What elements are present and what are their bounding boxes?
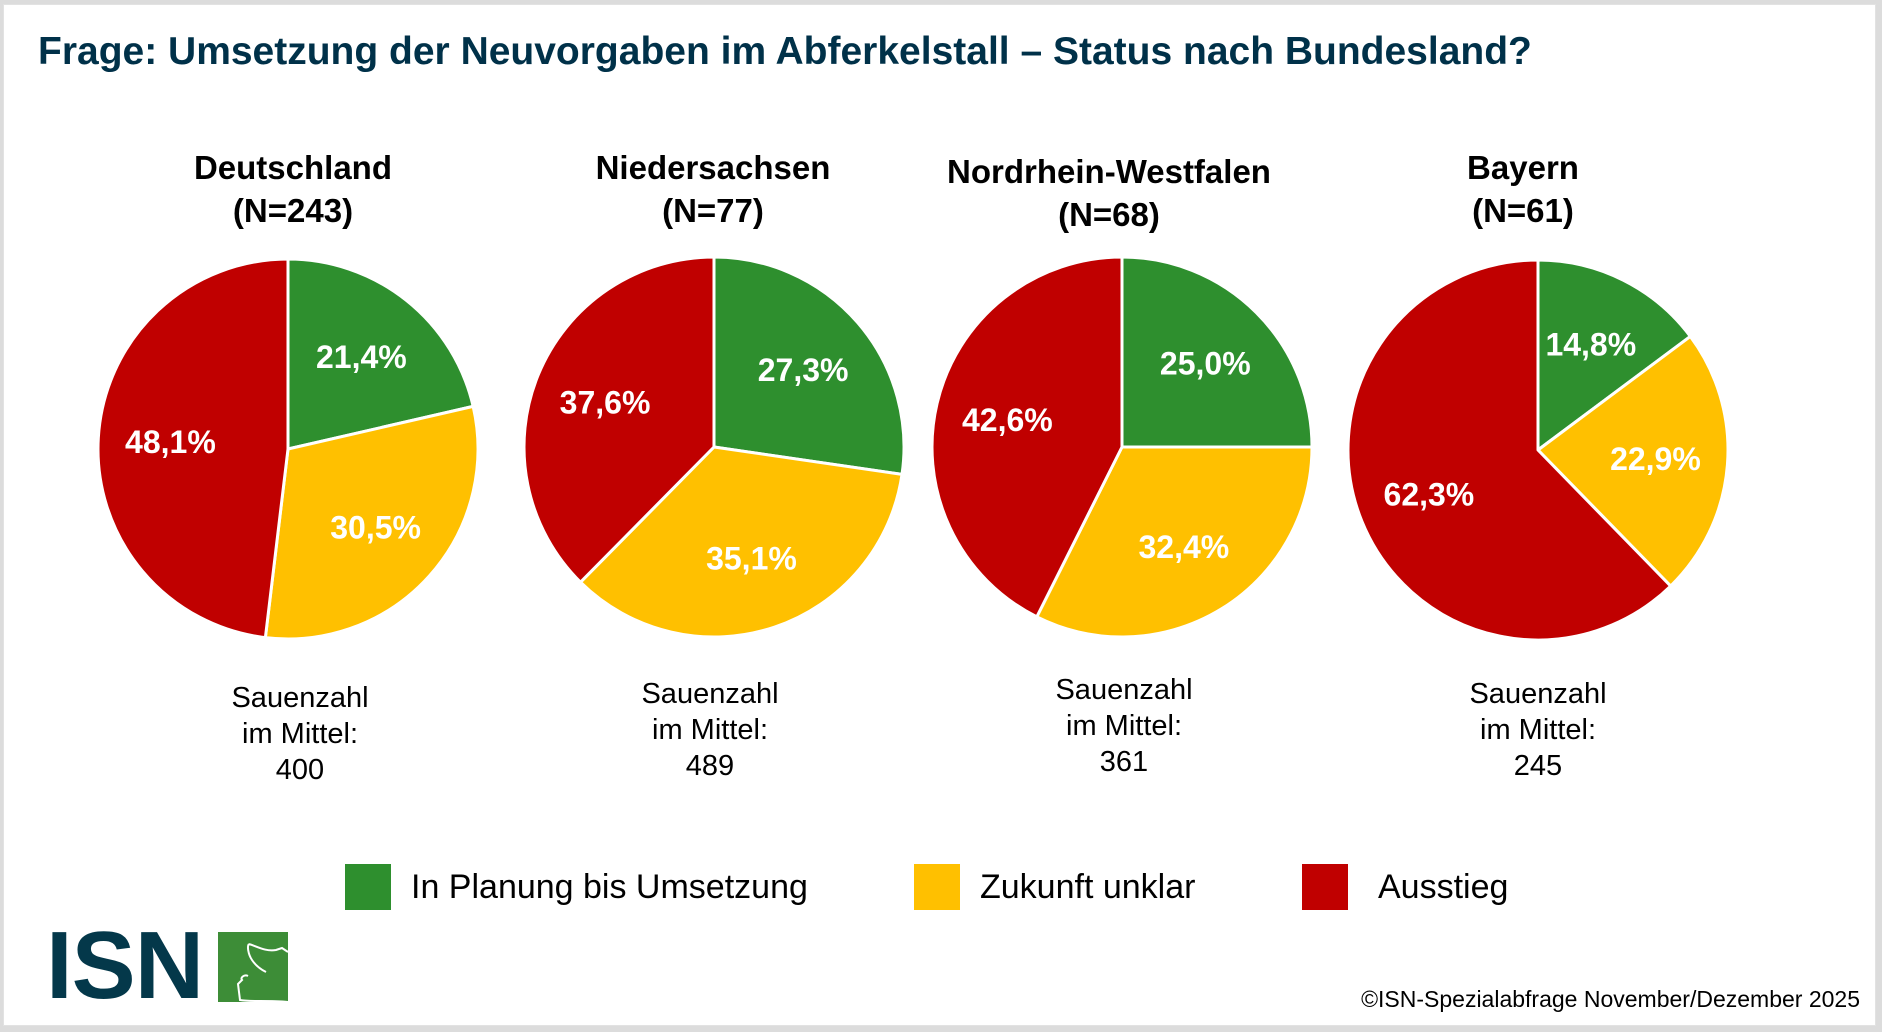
pie-title-deutschland: Deutschland (N=243) [83,146,503,232]
slice-label: 42,6% [962,402,1053,438]
sub-value: 400 [275,754,325,786]
pie-title-niedersachsen: Niedersachsen (N=77) [503,146,923,232]
slice-unklar [263,404,480,641]
sub-value: 361 [1099,746,1149,778]
slice-unklar [1035,445,1314,639]
pie-n: (N=61) [1472,192,1574,229]
legend-label: Zukunft unklar [980,867,1196,906]
slice-label: 37,6% [560,384,651,420]
sub-line2: im Mittel: [1480,714,1596,746]
slice-ausstieg [930,255,1124,619]
pie-sub-bayern: Sauenzahl im Mittel: 245 [1388,676,1688,784]
pie-sub-niedersachsen: Sauenzahl im Mittel: 489 [560,676,860,784]
sub-line2: im Mittel: [242,718,358,750]
pie-n: (N=77) [662,192,764,229]
pie-bayern: 14,8% 22,9% 62,3% [1346,258,1730,642]
isn-logo-pig-icon [218,932,289,1003]
slice-planung [286,257,475,451]
slice-label: 35,1% [706,541,797,577]
sub-line1: Sauenzahl [1055,674,1193,706]
legend-swatch-green [345,864,391,910]
pie-name: Bayern [1467,149,1579,186]
pie-n: (N=68) [1058,196,1160,233]
slice-label: 32,4% [1138,529,1229,565]
sub-line2: im Mittel: [652,714,768,746]
chart-title: Frage: Umsetzung der Neuvorgaben im Abfe… [38,30,1532,73]
sub-line1: Sauenzahl [1469,678,1607,710]
pie-name: Deutschland [193,149,393,186]
slice-planung [1120,255,1314,449]
sub-value: 245 [1513,750,1563,782]
sub-line2: im Mittel: [1066,710,1182,742]
pie-n: (N=243) [232,192,354,229]
legend-item-planung: In Planung bis Umsetzung [345,864,808,910]
pie-title-bayern: Bayern (N=61) [1313,146,1733,232]
pie-title-nordrhein-westfalen: Nordrhein-Westfalen (N=68) [899,150,1319,236]
legend-label: Ausstieg [1378,867,1509,906]
slice-label: 21,4% [316,339,407,375]
legend-swatch-red [1302,864,1348,910]
slice-label: 22,9% [1610,441,1701,477]
slice-label: 30,5% [330,510,421,546]
slice-planung [712,255,906,476]
sub-line1: Sauenzahl [231,682,369,714]
slice-label: 48,1% [125,424,216,460]
slice-ausstieg [522,255,716,584]
pie-deutschland: 21,4% 30,5% 48,1% [96,257,480,641]
slice-label: 62,3% [1384,476,1475,512]
pie-sub-nordrhein-westfalen: Sauenzahl im Mittel: 361 [974,672,1274,780]
sub-value: 489 [685,750,735,782]
slice-unklar [578,445,904,639]
pie-nordrhein-westfalen: 25,0% 32,4% 42,6% [930,255,1314,639]
pie-niedersachsen: 27,3% 35,1% 37,6% [522,255,906,639]
slice-unklar [1536,334,1730,588]
slice-ausstieg [96,257,290,640]
isn-logo-text: ISN [46,912,204,1019]
slice-label: 27,3% [758,352,849,388]
sub-line1: Sauenzahl [641,678,779,710]
source-footer: ©ISN-Spezialabfrage November/Dezember 20… [1361,986,1860,1012]
pie-name: Niedersachsen [595,149,831,186]
legend-swatch-yellow [914,864,960,910]
slice-planung [1536,258,1692,452]
slice-label: 25,0% [1160,346,1251,382]
slice-label: 14,8% [1545,327,1636,363]
legend-item-ausstieg: Ausstieg [1302,864,1508,910]
pie-name: Nordrhein-Westfalen [947,153,1271,190]
pig-silhouette-icon [236,943,289,1003]
pie-sub-deutschland: Sauenzahl im Mittel: 400 [150,680,450,788]
legend-item-unklar: Zukunft unklar [914,864,1195,910]
slice-ausstieg [1346,258,1673,642]
legend-label: In Planung bis Umsetzung [411,867,808,906]
